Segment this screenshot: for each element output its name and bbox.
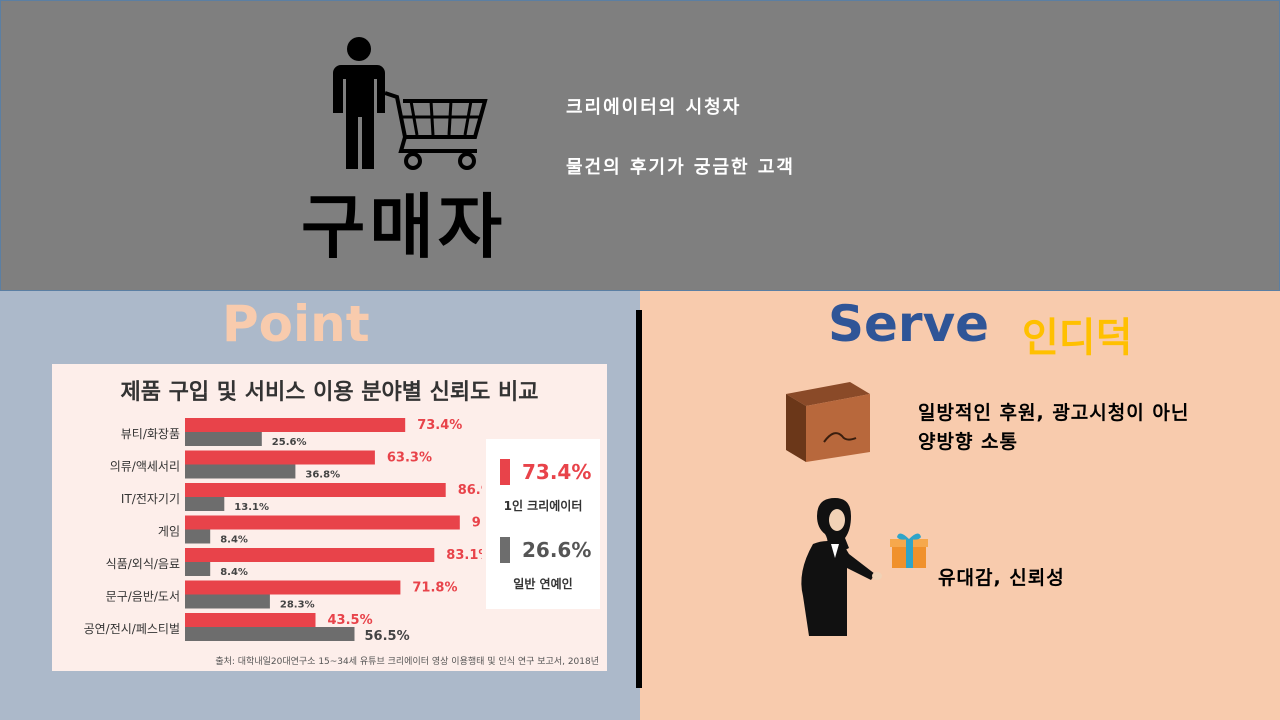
data-label: 13.1% [234, 502, 269, 513]
buyer-title: 구매자 [301, 186, 507, 268]
category-label: 식품/외식/음료 [106, 557, 180, 571]
data-label: 91.6% [472, 516, 482, 531]
trust-chart: 제품 구입 및 서비스 이용 분야별 신뢰도 비교 뷰티/화장품 73.4% 25.… [52, 364, 607, 671]
legend-label-creator: 1인 크리에이터 [503, 499, 583, 513]
category-label: 뷰티/화장품 [121, 427, 180, 441]
legend-swatch-creator [500, 459, 510, 485]
bar-creator [185, 548, 435, 562]
data-label: 25.6% [272, 437, 307, 448]
point-title: Point [222, 295, 370, 353]
panel-divider [636, 310, 642, 688]
bar-celebrity [185, 497, 225, 511]
shopping-cart-person-icon [333, 37, 488, 170]
data-label: 83.1% [446, 548, 482, 563]
category-label: 의류/액세서리 [110, 460, 180, 474]
legend-value-celebrity: 26.6% [522, 538, 592, 562]
bar-celebrity [185, 627, 355, 641]
data-label: 8.4% [220, 567, 248, 578]
bar-celebrity [185, 464, 296, 479]
bar-celebrity [185, 432, 262, 446]
buyer-panel: 구매자 크리에이터의 시청자 물건의 후기가 궁금한 고객 [0, 0, 1280, 291]
data-label: 86.9% [458, 483, 482, 498]
bar-celebrity [185, 562, 211, 576]
serve-item-1-line2: 양방향 소통 [918, 431, 1019, 453]
serve-panel [640, 291, 1280, 720]
bar-creator [185, 580, 401, 595]
businesswoman-icon [801, 498, 882, 636]
data-label: 8.4% [220, 535, 248, 546]
serve-title: Serve [828, 295, 990, 353]
buyer-line-1: 크리에이터의 시청자 [566, 97, 742, 118]
data-label: 73.4% [417, 418, 462, 433]
data-label: 63.3% [387, 451, 432, 466]
data-label: 43.5% [328, 613, 373, 628]
data-label: 71.8% [412, 581, 457, 596]
bar-creator [185, 418, 406, 432]
legend-swatch-celebrity [500, 537, 510, 563]
serve-item-1-line1: 일방적인 후원, 광고시청이 아닌 [918, 402, 1190, 424]
chart-source: 출처: 대학내일20대연구소 15~34세 유튜브 크리에이터 영상 이용행태 … [215, 657, 599, 667]
gift-icon [890, 533, 928, 568]
category-label: 문구/음반/도서 [106, 590, 180, 604]
bar-creator [185, 483, 446, 497]
chart-legend: 73.4% 1인 크리에이터 26.6% 일반 연예인 [486, 439, 600, 609]
box-icon [786, 382, 870, 462]
category-label: 공연/전시/페스티벌 [84, 622, 180, 636]
chart-title: 제품 구입 및 서비스 이용 분야별 신뢰도 비교 [120, 380, 539, 405]
data-label: 36.8% [305, 470, 340, 481]
data-label: 56.5% [365, 629, 410, 644]
legend-value-creator: 73.4% [522, 460, 592, 484]
bar-creator [185, 613, 316, 627]
chart-plot: 뷰티/화장품 73.4% 25.6% 의류/액세서리 63.3% 36.8% IT/전자기기… [84, 418, 482, 644]
bar-creator [185, 515, 460, 530]
category-label: 게임 [158, 525, 180, 539]
buyer-line-2: 물건의 후기가 궁금한 고객 [566, 157, 795, 178]
bar-creator [185, 450, 375, 465]
bar-celebrity [185, 594, 270, 609]
data-label: 28.3% [280, 600, 315, 611]
serve-subtitle: 인디덕 [1022, 315, 1133, 361]
category-label: IT/전자기기 [121, 492, 180, 506]
legend-label-celebrity: 일반 연예인 [513, 577, 573, 591]
serve-item-2-line1: 유대감, 신뢰성 [938, 567, 1065, 589]
bar-celebrity [185, 529, 211, 544]
